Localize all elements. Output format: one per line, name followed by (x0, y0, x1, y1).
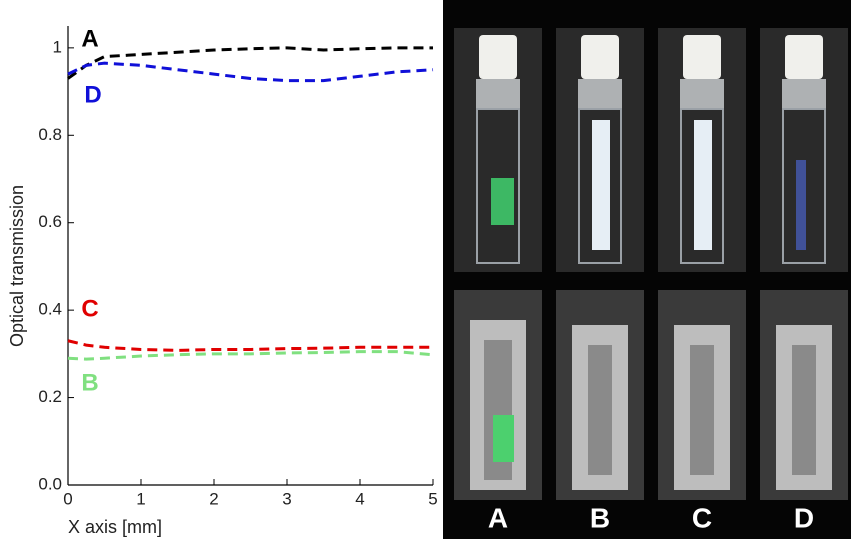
y-tick-label: 1 (53, 37, 62, 56)
photo-label: C (692, 502, 712, 533)
series-line (67, 339, 433, 352)
x-axis-label: X axis [mm] (68, 517, 162, 537)
x-tick-label: 0 (63, 489, 72, 508)
y-tick-label: 0.8 (38, 125, 62, 144)
photo-bottom-row (454, 290, 848, 500)
x-tick-label: 4 (355, 489, 364, 508)
series-label: C (81, 295, 98, 322)
y-tick-label: 0.6 (38, 212, 62, 231)
series-line (67, 61, 434, 83)
y-tick-label: 0.4 (38, 300, 62, 319)
x-tick-label: 3 (282, 489, 291, 508)
series-label: B (81, 369, 98, 396)
series-line (67, 46, 433, 80)
y-tick-label: 0.2 (38, 387, 62, 406)
series-label: D (84, 81, 101, 108)
series-line (67, 350, 434, 361)
y-axis-label: Optical transmission (7, 185, 27, 347)
photo-label: D (794, 502, 814, 533)
photo-label: A (488, 502, 508, 533)
x-tick-label: 1 (136, 489, 145, 508)
photo-top-row (454, 28, 848, 272)
photo-label: B (590, 502, 610, 533)
series-label: A (81, 25, 98, 52)
x-tick-label: 5 (428, 489, 437, 508)
y-tick-label: 0.0 (38, 474, 62, 493)
x-tick-label: 2 (209, 489, 218, 508)
